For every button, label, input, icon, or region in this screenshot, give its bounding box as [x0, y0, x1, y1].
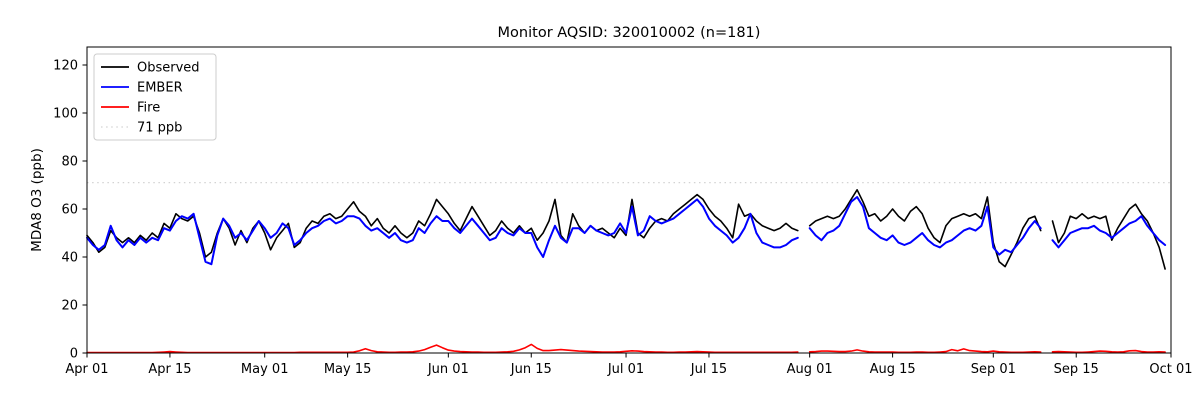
- legend-label-fire: Fire: [137, 101, 160, 116]
- y-tick-label: 0: [70, 347, 78, 362]
- y-tick-label: 120: [53, 59, 78, 74]
- legend-label-ember: EMBER: [137, 81, 183, 96]
- y-tick-label: 40: [61, 251, 78, 266]
- y-tick-label: 60: [61, 203, 78, 218]
- x-tick-label: Jul 15: [690, 362, 727, 377]
- legend-label-71-ppb: 71 ppb: [137, 121, 182, 136]
- x-tick-label: Sep 01: [971, 362, 1016, 377]
- x-tick-label: Apr 15: [148, 362, 191, 377]
- x-tick-label: May 01: [241, 362, 289, 377]
- chart-generated-content: 0 20 40 60 80 100 120 Apr 01 Apr 15 May 01 May 15 J…: [53, 46, 1193, 377]
- fire-line: [86, 343, 1166, 354]
- x-tick-label: Jun 01: [427, 362, 469, 377]
- legend-label-observed: Observed: [137, 61, 200, 76]
- x-tick-label: Sep 15: [1054, 362, 1099, 377]
- x-tick-label: Aug 01: [787, 362, 833, 377]
- x-tick-label: Jun 15: [510, 362, 552, 377]
- observed-line: [86, 189, 1166, 270]
- chart-title: Monitor AQSID: 320010002 (n=181): [498, 25, 761, 41]
- y-axis-label: MDA8 O3 (ppb): [29, 148, 45, 252]
- x-tick-label: Jul 01: [607, 362, 644, 377]
- x-tick-label: May 15: [324, 362, 372, 377]
- y-tick-label: 80: [61, 155, 78, 170]
- x-tick-label: Oct 01: [1149, 362, 1192, 377]
- plot-border: [86, 46, 1172, 354]
- legend: [93, 53, 217, 141]
- y-tick-label: 100: [53, 107, 78, 122]
- x-tick-label: Aug 15: [870, 362, 916, 377]
- y-tick-label: 20: [61, 299, 78, 314]
- ember-line: [86, 196, 1167, 266]
- x-tick-label: Apr 01: [65, 362, 108, 377]
